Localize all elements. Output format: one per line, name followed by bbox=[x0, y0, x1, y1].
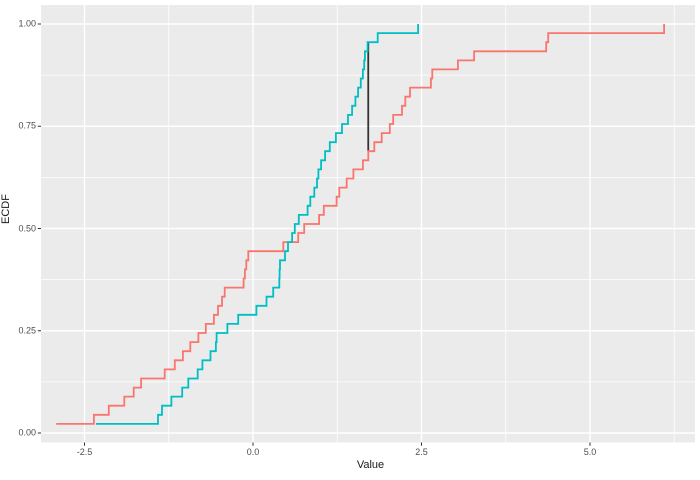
y-tick-label: 0.50 bbox=[18, 223, 36, 233]
x-tick-label: 5.0 bbox=[583, 447, 597, 457]
y-tick-label: 1.00 bbox=[18, 18, 36, 29]
ecdf-line-sample-red bbox=[56, 24, 665, 425]
ecdf-line-sample-cyan bbox=[96, 24, 419, 425]
y-axis-title: ECDF bbox=[0, 194, 12, 224]
x-tick-label: 2.5 bbox=[415, 447, 428, 457]
y-tick-label: 0.25 bbox=[18, 325, 36, 336]
x-tick-label: 0.0 bbox=[246, 447, 260, 457]
y-tick-label: 0.75 bbox=[18, 120, 36, 131]
x-tick-label: -2.5 bbox=[76, 447, 93, 457]
x-axis-title: Value bbox=[356, 459, 385, 471]
y-tick-label: 0.00 bbox=[18, 427, 36, 438]
